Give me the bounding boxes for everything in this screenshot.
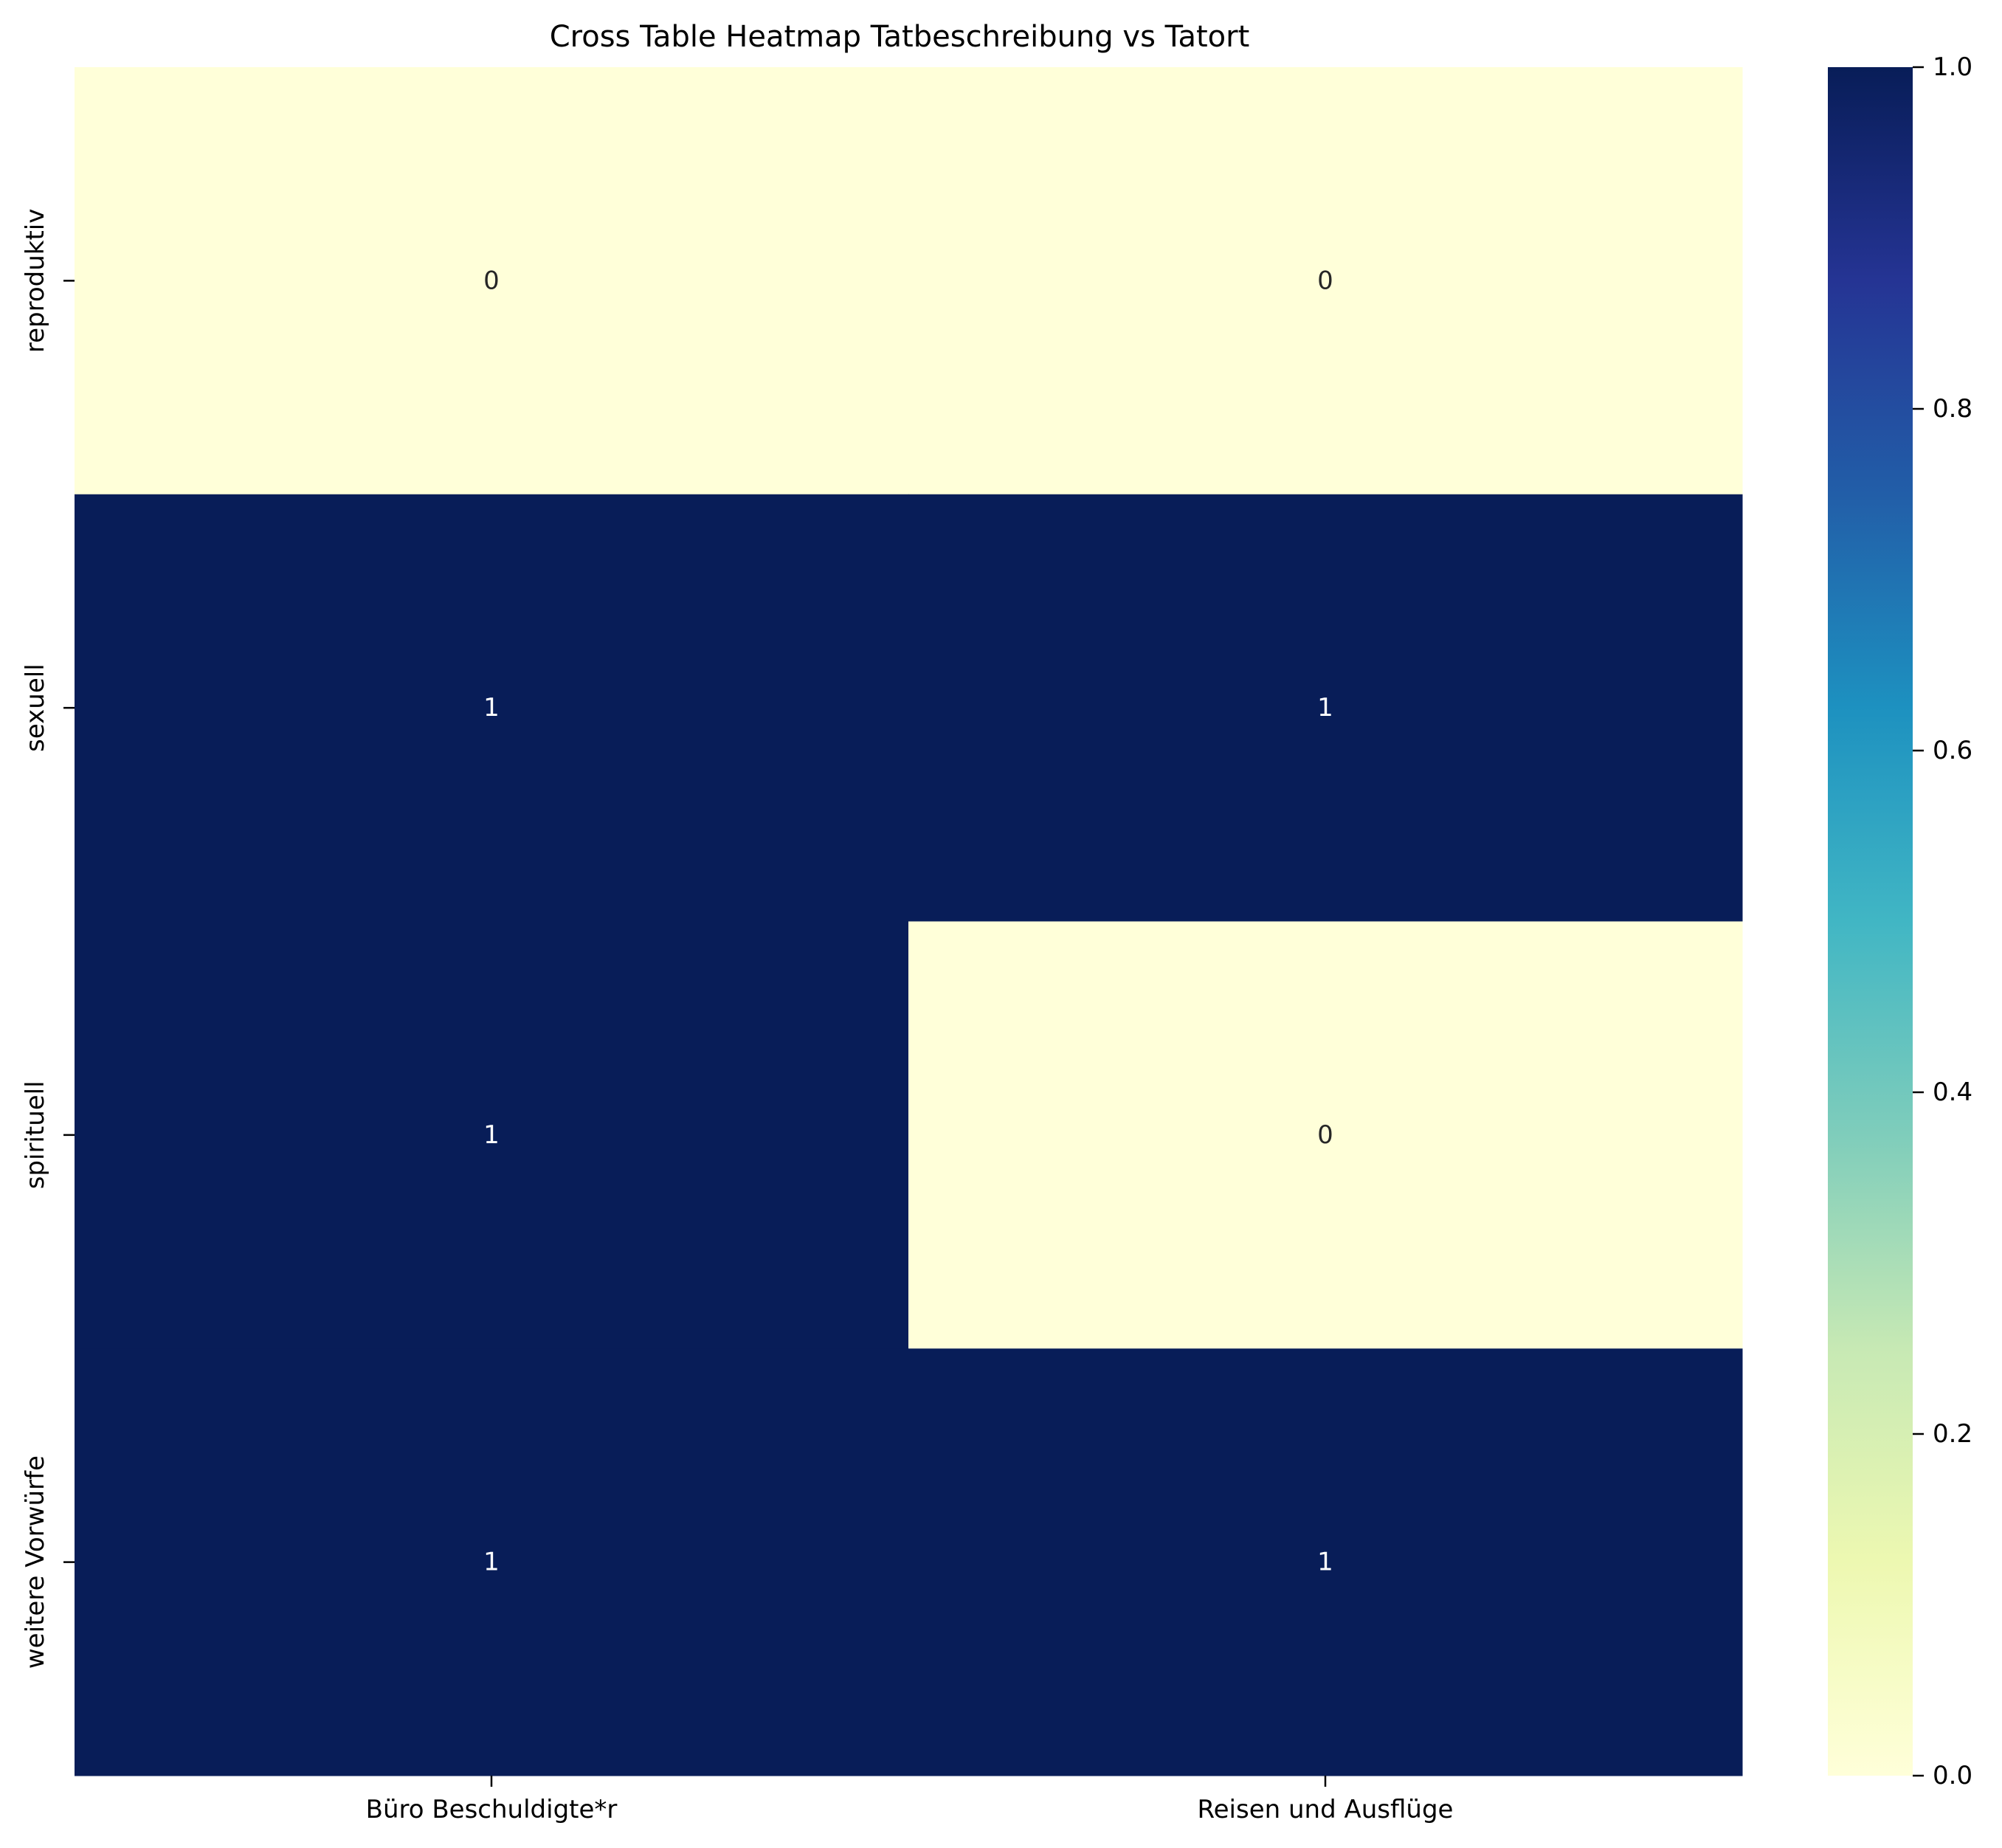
cell-value-label: 1: [483, 1548, 500, 1577]
y-tick-label: sexuell: [21, 663, 50, 752]
x-tick-label: Reisen und Ausflüge: [1198, 1795, 1454, 1824]
cell-value-label: 0: [1317, 266, 1333, 295]
colorbar: 0.0 0.2 0.4 0.6 0.8 1.0: [1828, 52, 1972, 1790]
colorbar-tick-label: 0.0: [1933, 1761, 1972, 1790]
cell-value-label: 0: [483, 266, 500, 295]
cell-value-label: 0: [1317, 1120, 1333, 1150]
cell-value-label: 1: [483, 1120, 500, 1150]
x-axis: Büro Beschuldigte*r Reisen und Ausflüge: [366, 1776, 1454, 1824]
colorbar-tick-label: 0.2: [1933, 1419, 1972, 1449]
heatmap-cell: [908, 1348, 1743, 1776]
colorbar-tick-label: 0.4: [1933, 1078, 1972, 1107]
colorbar-tick-label: 0.8: [1933, 394, 1972, 424]
colorbar-tick-label: 0.6: [1933, 736, 1972, 765]
heatmap-cell: [908, 494, 1743, 922]
heatmap-cell: [75, 1348, 909, 1776]
cell-value-label: 1: [483, 693, 500, 723]
heatmap-cells: [75, 67, 1743, 1776]
heatmap-cell: [908, 67, 1743, 495]
colorbar-ticks: 0.0 0.2 0.4 0.6 0.8 1.0: [1913, 52, 1972, 1790]
x-tick-label: Büro Beschuldigte*r: [366, 1795, 618, 1824]
heatmap-cell: [75, 921, 909, 1349]
y-axis: reproduktiv sexuell spirituell weitere Vorw…: [21, 209, 75, 1669]
heatmap-cell: [908, 921, 1743, 1349]
cell-value-label: 1: [1317, 693, 1333, 723]
colorbar-tick-label: 1.0: [1933, 52, 1972, 82]
colorbar-gradient: [1828, 67, 1913, 1776]
heatmap-cell: [75, 67, 909, 495]
heatmap-cell: [75, 494, 909, 922]
y-tick-label: spirituell: [21, 1080, 50, 1189]
chart-title: Cross Table Heatmap Tatbeschreibung vs T…: [550, 20, 1250, 54]
y-tick-label: reproduktiv: [21, 209, 50, 353]
y-tick-label: weitere Vorwürfe: [21, 1455, 50, 1669]
cell-annotations: 0 0 1 1 1 0 1 1: [483, 266, 1333, 1576]
cell-value-label: 1: [1317, 1548, 1333, 1577]
